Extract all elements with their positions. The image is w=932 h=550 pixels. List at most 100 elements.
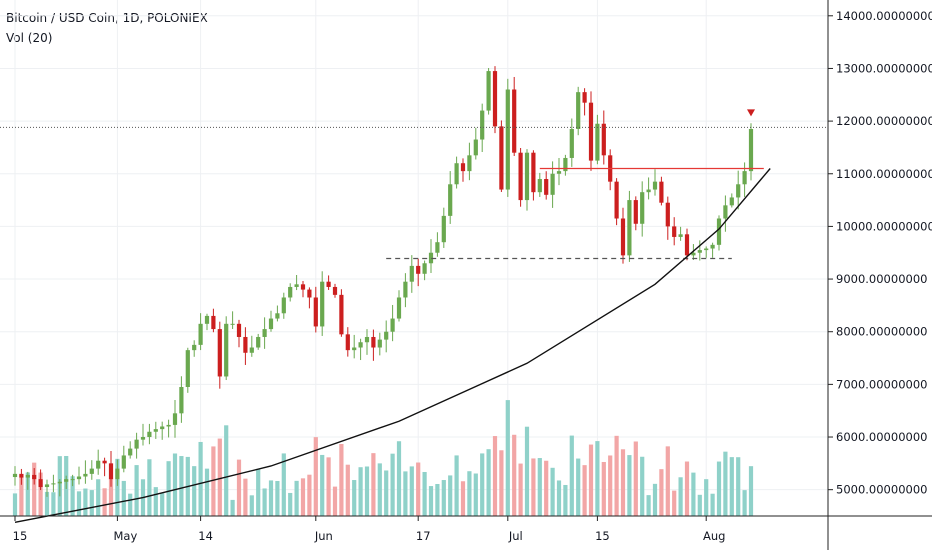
volume-bar: [281, 453, 286, 516]
volume-bar: [524, 426, 530, 516]
volume-bar: [537, 458, 542, 516]
volume-bar: [262, 488, 267, 516]
volume-bar: [473, 473, 478, 516]
candle-body: [224, 323, 229, 377]
volume-bar: [716, 461, 722, 516]
volume-bar: [435, 483, 440, 516]
volume-bar: [396, 441, 402, 516]
candle-body: [627, 200, 632, 256]
candle-body: [83, 473, 88, 477]
candle-body: [454, 163, 459, 185]
x-tick-label: 17: [416, 529, 431, 543]
candle-body: [672, 226, 677, 237]
volume-bar: [108, 478, 114, 516]
candle-body: [576, 92, 581, 129]
candle-body: [505, 89, 510, 190]
volume-bar: [230, 499, 235, 516]
candle-body: [588, 102, 594, 161]
candle-body: [96, 460, 101, 469]
volume-bar: [236, 459, 242, 516]
candle-body: [236, 323, 242, 337]
volume-bar: [326, 457, 331, 516]
candle-body: [108, 463, 114, 480]
volume-bar: [748, 466, 754, 516]
volume-bar: [691, 472, 696, 516]
volume-bar: [544, 460, 549, 516]
candle-body: [633, 200, 638, 224]
candle-body: [19, 473, 24, 478]
candle-body: [64, 479, 69, 482]
volume-bar: [166, 461, 171, 516]
candle-body: [179, 387, 184, 414]
volume-bar: [403, 471, 408, 516]
volume-bar: [684, 461, 690, 516]
volume-bar: [70, 476, 75, 516]
volume-bar: [576, 458, 581, 516]
volume-bar: [121, 480, 126, 516]
candle-body: [38, 479, 43, 488]
candle-body: [742, 171, 747, 185]
candle-body: [89, 468, 94, 474]
volume-bar: [288, 492, 293, 516]
candle-body: [230, 323, 235, 325]
candle-body: [217, 329, 222, 377]
candle-body: [665, 202, 670, 227]
volume-bar: [550, 467, 555, 516]
volume-bar: [646, 495, 651, 516]
volume-bar: [608, 455, 613, 516]
volume-bar: [128, 493, 133, 516]
volume-bar: [83, 488, 88, 516]
volume-bar: [160, 493, 165, 516]
volume-bar: [390, 453, 395, 516]
volume-bar: [672, 490, 677, 516]
volume-bar: [300, 478, 306, 516]
candle-body: [409, 265, 414, 282]
volume-bar: [51, 492, 56, 516]
volume-bar: [332, 486, 338, 516]
y-tick-label: 10000.00000000: [836, 219, 932, 233]
candle-body: [499, 126, 504, 190]
volume-bar: [115, 458, 120, 516]
candle-body: [544, 179, 549, 195]
volume-bar: [153, 487, 158, 516]
volume-bar: [563, 484, 568, 516]
volume-bar: [102, 488, 107, 516]
volume-bar: [147, 459, 152, 516]
volume-bar: [249, 495, 254, 516]
candle-body: [256, 336, 261, 348]
candle-body: [550, 173, 555, 195]
candle-body: [243, 336, 248, 353]
volume-bar: [422, 471, 427, 516]
drawing-overlays: [0, 109, 828, 524]
volume-bar: [358, 467, 363, 516]
price-candles: [12, 66, 754, 497]
volume-bar: [531, 458, 536, 516]
x-tick-label: Jun: [314, 529, 333, 543]
volume-bar: [307, 474, 312, 516]
volume-bar: [364, 466, 370, 516]
volume-bar: [275, 480, 280, 516]
candle-body: [358, 342, 363, 348]
candle-body: [729, 197, 734, 206]
candle-body: [160, 426, 165, 430]
volume-bar: [614, 435, 619, 516]
volume-bar: [428, 486, 434, 516]
candle-body: [128, 448, 133, 456]
candle-body: [691, 252, 696, 256]
volume-bar: [441, 480, 446, 516]
candle-body: [326, 281, 331, 287]
volume-bar: [729, 457, 734, 516]
candle-body: [320, 281, 325, 327]
candle-body: [371, 336, 376, 348]
candle-body: [659, 181, 664, 203]
x-tick-label: Aug: [703, 529, 725, 543]
volume-bar: [569, 435, 574, 516]
candle-body: [518, 152, 523, 201]
candle-body: [684, 234, 690, 256]
candle-body: [524, 152, 530, 201]
candle-body: [364, 336, 370, 343]
candle-body: [294, 284, 299, 287]
candle-body: [198, 323, 203, 345]
volume-bar: [352, 480, 357, 516]
